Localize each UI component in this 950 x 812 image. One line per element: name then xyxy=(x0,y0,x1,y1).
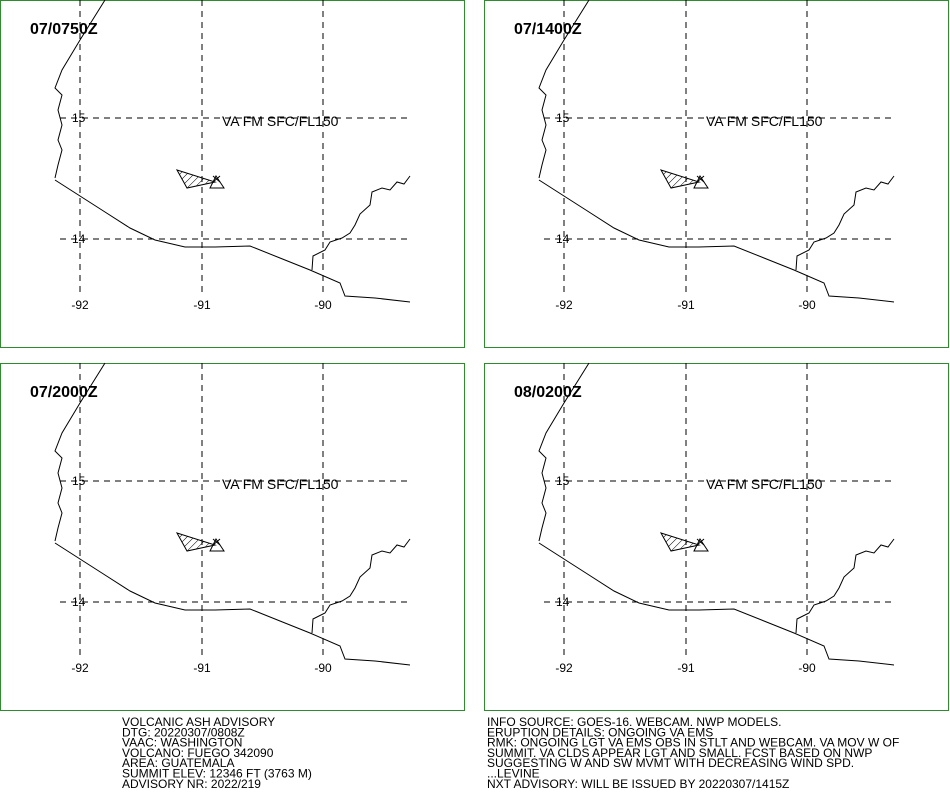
lon-label: -90 xyxy=(314,298,332,312)
advisory-line: VOLCANO: FUEGO 342090 xyxy=(122,746,274,760)
lat-label: 14 xyxy=(556,595,570,609)
valid-time: 08/0200Z xyxy=(514,384,582,401)
valid-time: 07/1400Z xyxy=(514,21,582,38)
ash-level-label: VA FM SFC/FL150 xyxy=(222,476,339,492)
advisory-line: ERUPTION DETAILS: ONGOING VA EMS xyxy=(487,725,713,739)
advisory-line: AREA: GUATEMALA xyxy=(122,756,234,770)
lon-label: -90 xyxy=(798,298,816,312)
map-base xyxy=(0,362,465,711)
valid-time: 07/0750Z xyxy=(30,21,98,38)
ash-level-label: VA FM SFC/FL150 xyxy=(222,113,339,129)
map-panel: 07/1400Z VA FM SFC/FL150 15 14 -92 -91 -90 xyxy=(484,0,949,348)
advisory-line: SUGGESTING W AND SW MVMT WITH DECREASING… xyxy=(487,756,854,770)
advisory-line: SUMMIT. VA CLDS APPEAR LGT AND SMALL. FC… xyxy=(487,746,872,760)
ash-level-label: VA FM SFC/FL150 xyxy=(706,113,823,129)
valid-time: 07/2000Z xyxy=(30,384,98,401)
lat-label: 14 xyxy=(556,232,570,246)
lon-label: -92 xyxy=(71,661,89,675)
lon-label: -91 xyxy=(677,661,695,675)
advisory-line: ...LEVINE xyxy=(487,767,540,781)
lat-label: 14 xyxy=(72,232,86,246)
lon-label: -92 xyxy=(555,661,573,675)
lon-label: -92 xyxy=(555,298,573,312)
lon-label: -90 xyxy=(314,661,332,675)
advisory-line: NXT ADVISORY: WILL BE ISSUED BY 20220307… xyxy=(487,777,789,791)
map-base xyxy=(484,0,949,348)
lat-label: 15 xyxy=(556,111,570,125)
lon-label: -90 xyxy=(798,661,816,675)
map-base xyxy=(484,362,949,711)
ash-level-label: VA FM SFC/FL150 xyxy=(706,476,823,492)
lat-label: 15 xyxy=(72,474,86,488)
lon-label: -91 xyxy=(193,298,211,312)
advisory-line: DTG: 20220307/0808Z xyxy=(122,725,245,739)
map-panel: 07/2000Z VA FM SFC/FL150 15 14 -92 -91 -90 xyxy=(0,362,465,711)
advisory-line: INFO SOURCE: GOES-16. WEBCAM. NWP MODELS… xyxy=(487,715,782,729)
lat-label: 15 xyxy=(72,111,86,125)
map-panel: 08/0200Z VA FM SFC/FL150 15 14 -92 -91 -90 xyxy=(484,362,949,711)
lon-label: -91 xyxy=(677,298,695,312)
advisory-line: SUMMIT ELEV: 12346 FT (3763 M) xyxy=(122,767,312,781)
map-panel: 07/0750Z VA FM SFC/FL150 15 14 -92 -91 -90 xyxy=(0,0,465,348)
lon-label: -92 xyxy=(71,298,89,312)
advisory-line: VOLCANIC ASH ADVISORY xyxy=(122,715,275,729)
advisory-line: ADVISORY NR: 2022/219 xyxy=(122,777,261,791)
lat-label: 14 xyxy=(72,595,86,609)
lat-label: 15 xyxy=(556,474,570,488)
advisory-line: RMK: ONGOING LGT VA EMS OBS IN STLT AND … xyxy=(487,736,899,750)
lon-label: -91 xyxy=(193,661,211,675)
advisory-line: VAAC: WASHINGTON xyxy=(122,736,242,750)
map-base xyxy=(0,0,465,348)
